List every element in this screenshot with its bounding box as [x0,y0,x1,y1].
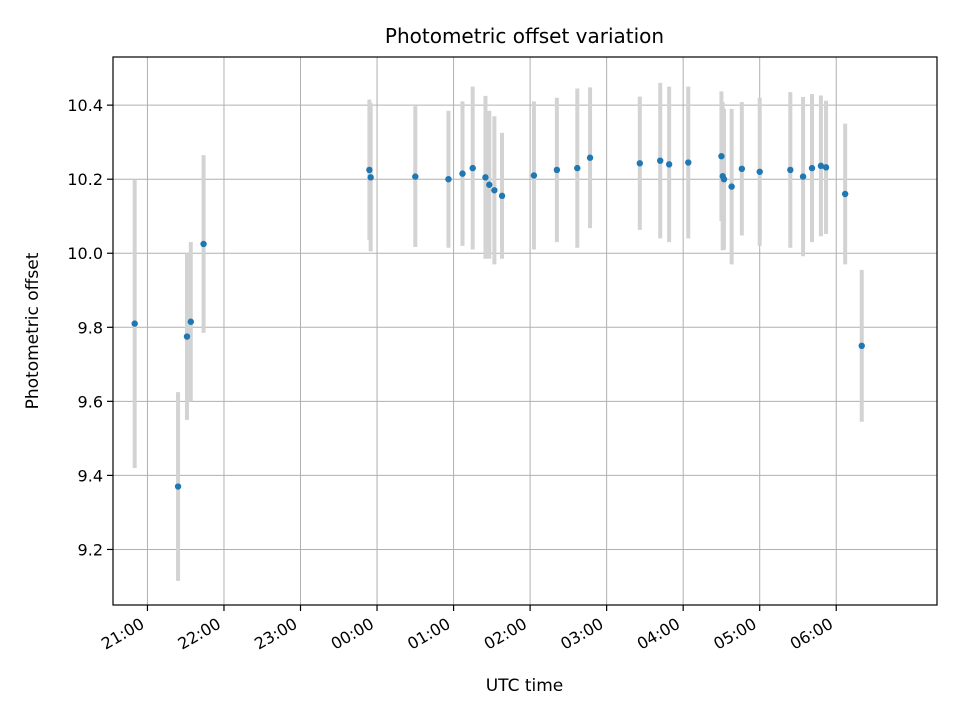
y-tick-label: 9.6 [78,392,103,411]
data-point [553,166,561,174]
chart-title: Photometric offset variation [385,24,664,48]
y-tick-label: 9.2 [78,540,103,559]
data-point [685,159,692,166]
y-tick-label: 10.4 [67,96,103,115]
data-point [459,170,466,177]
data-points [131,153,865,490]
x-axis-title: UTC time [486,676,564,696]
y-axis: 9.2 9.4 9.6 9.8 10.0 10.2 10.4 [67,96,113,559]
data-point [657,157,664,164]
y-tick-label: 9.4 [78,466,103,485]
data-point [366,166,373,174]
data-point [530,172,538,179]
grid [113,57,937,605]
data-point [808,164,816,172]
data-point [491,187,498,194]
data-point [445,175,452,183]
data-point [822,164,830,171]
data-point [799,173,807,180]
data-point [131,320,138,327]
data-point [756,168,763,175]
data-point [183,333,191,340]
data-point [738,165,746,173]
data-point [720,175,728,183]
data-point [174,483,182,490]
plot-frame [112,56,938,606]
data-point [498,192,506,200]
data-point [787,166,794,174]
data-point [718,153,725,160]
data-point [574,164,581,172]
data-point [728,183,735,190]
data-point [187,318,195,325]
data-point [367,174,374,181]
y-tick-label: 10.0 [67,244,103,263]
data-point [665,161,673,168]
data-point [841,190,849,198]
data-point [469,164,476,172]
data-point [586,154,594,161]
data-point [858,342,865,350]
data-point [412,173,419,180]
data-point [482,174,489,181]
y-tick-label: 10.2 [67,170,103,189]
data-point [636,160,643,167]
data-point [200,240,207,248]
data-point [486,181,493,188]
y-tick-label: 9.8 [78,318,103,337]
y-axis-title: Photometric offset [23,252,43,409]
data-point [817,162,825,170]
